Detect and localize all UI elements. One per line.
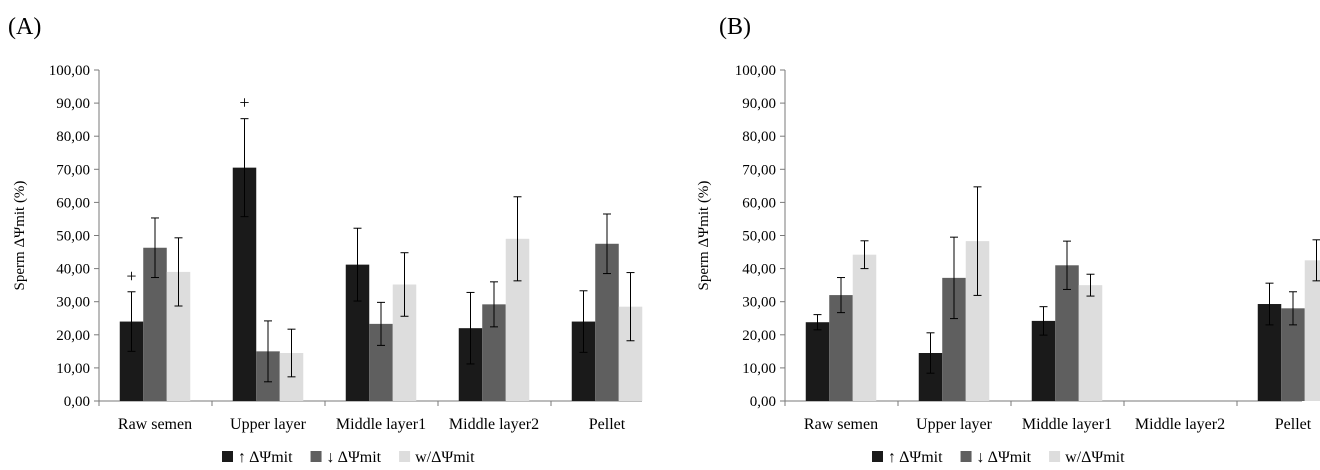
bar xyxy=(458,328,483,401)
legend-label: ↓ ΔΨmit xyxy=(327,449,382,466)
y-tick-label: 100,00 xyxy=(49,63,90,79)
bar xyxy=(805,322,830,401)
y-tick-label: 10,00 xyxy=(56,361,90,377)
bar xyxy=(965,241,990,401)
bar xyxy=(345,264,370,401)
y-tick-label: 90,00 xyxy=(56,96,90,112)
legend-label: ↑ ΔΨmit xyxy=(888,449,943,466)
legend-swatch xyxy=(310,451,322,462)
panel-label: (A) xyxy=(8,14,41,40)
bar xyxy=(1304,260,1320,401)
significance-marker: + xyxy=(239,93,249,113)
bar xyxy=(392,284,417,401)
y-tick-label: 50,00 xyxy=(56,229,90,245)
x-tick-label: Pellet xyxy=(1275,416,1312,433)
x-tick-label: Upper layer xyxy=(916,416,993,433)
legend-swatch xyxy=(399,451,411,462)
y-tick-label: 30,00 xyxy=(742,295,776,311)
y-tick-label: 60,00 xyxy=(56,195,90,211)
y-tick-label: 20,00 xyxy=(742,328,776,344)
x-tick-label: Raw semen xyxy=(804,416,878,433)
chart-panel-b: (B) Sperm ΔΨmit (%) 0,00 10,00 20,00 30,00 40,… xyxy=(696,14,1320,466)
bar xyxy=(1281,308,1305,401)
panel-label: (B) xyxy=(719,14,751,40)
bar xyxy=(166,271,191,401)
bar xyxy=(143,247,167,401)
y-tick-label: 60,00 xyxy=(742,195,776,211)
x-tick-label: Raw semen xyxy=(118,416,192,433)
x-tick-label: Middle layer2 xyxy=(1135,416,1225,433)
legend-swatch xyxy=(872,451,883,462)
legend-label: w/ΔΨmit xyxy=(1065,449,1125,466)
bar xyxy=(918,353,943,401)
y-tick-label: 30,00 xyxy=(56,295,90,311)
x-tick-label: Upper layer xyxy=(230,416,307,433)
y-tick-label: 0,00 xyxy=(64,394,90,410)
bar xyxy=(942,277,966,401)
x-tick-label: Middle layer1 xyxy=(336,416,426,433)
y-tick-label: 70,00 xyxy=(56,162,90,178)
x-tick-label: Pellet xyxy=(589,416,626,433)
y-tick-label: 40,00 xyxy=(56,262,90,278)
legend-swatch xyxy=(222,451,233,462)
bar xyxy=(369,323,393,401)
y-tick-label: 80,00 xyxy=(742,129,776,145)
y-tick-label: 70,00 xyxy=(742,162,776,178)
bar xyxy=(1031,320,1056,401)
y-axis-title: Sperm ΔΨmit (%) xyxy=(696,181,712,291)
bar xyxy=(829,295,853,401)
chart-panel-a: (A) Sperm ΔΨmit (%) 0,00 10,00 20,00 30,00 40,… xyxy=(8,14,643,466)
y-tick-label: 90,00 xyxy=(742,96,776,112)
legend-label: ↑ ΔΨmit xyxy=(238,449,293,466)
bar xyxy=(618,306,643,401)
y-axis-title: Sperm ΔΨmit (%) xyxy=(12,181,28,291)
bar xyxy=(1257,304,1282,401)
significance-marker: + xyxy=(126,266,136,286)
bar xyxy=(571,321,596,401)
y-tick-label: 100,00 xyxy=(735,63,776,79)
x-tick-label: Middle layer1 xyxy=(1022,416,1112,433)
legend-swatch xyxy=(1049,451,1061,462)
x-tick-label: Middle layer2 xyxy=(449,416,539,433)
legend-swatch xyxy=(960,451,972,462)
legend-label: w/ΔΨmit xyxy=(415,449,475,466)
bar xyxy=(505,238,530,401)
bar xyxy=(852,254,877,401)
y-tick-label: 80,00 xyxy=(56,129,90,145)
legend-label: ↓ ΔΨmit xyxy=(977,449,1032,466)
bar xyxy=(1055,265,1079,401)
bar xyxy=(595,243,619,401)
bar xyxy=(232,167,257,401)
y-tick-label: 0,00 xyxy=(750,394,776,410)
y-tick-label: 10,00 xyxy=(742,361,776,377)
bar xyxy=(1078,285,1103,401)
bar xyxy=(482,304,506,401)
y-tick-label: 40,00 xyxy=(742,262,776,278)
y-tick-label: 20,00 xyxy=(56,328,90,344)
bar xyxy=(119,321,144,401)
y-tick-label: 50,00 xyxy=(742,229,776,245)
